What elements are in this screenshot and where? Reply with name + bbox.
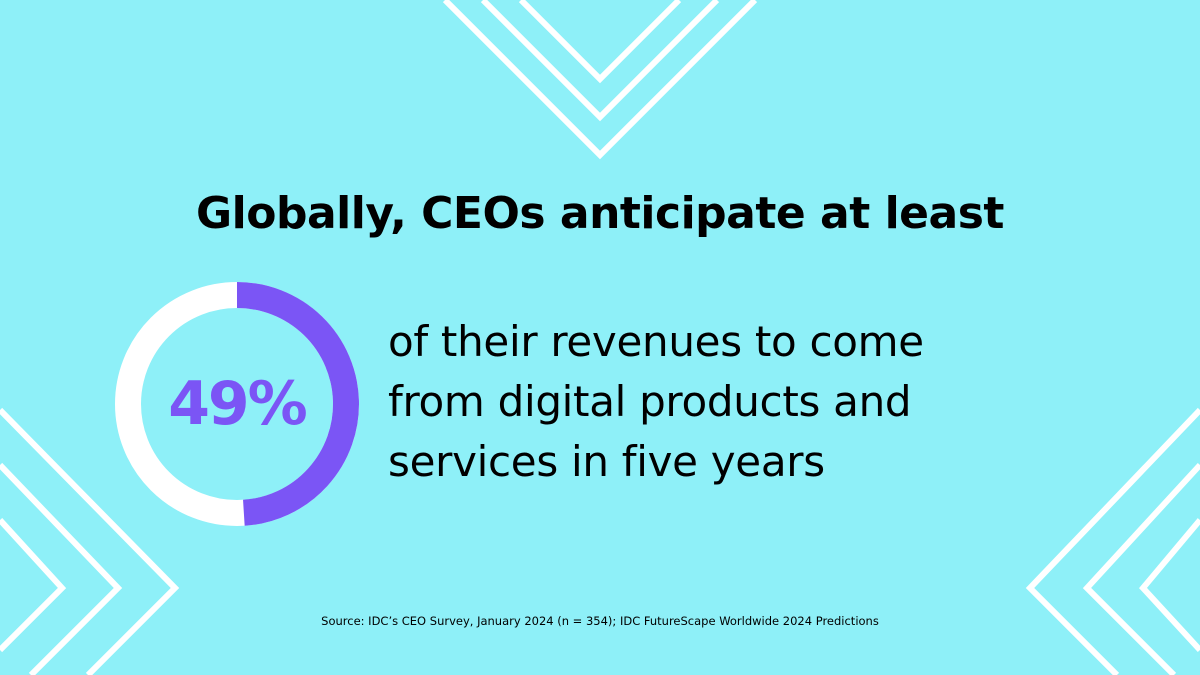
headline: Globally, CEOs anticipate at least (196, 188, 1004, 239)
body-line-2: from digital products and (388, 377, 912, 426)
body-text: of their revenues to come from digital p… (388, 312, 1088, 492)
source-note: Source: IDC’s CEO Survey, January 2024 (… (321, 614, 879, 628)
chevron-decoration-right (1025, 407, 1200, 675)
chevron-decoration-left (0, 407, 180, 675)
donut-slice-value (236, 282, 359, 526)
body-line-3: services in five years (388, 437, 825, 486)
donut-chart: 49% (115, 282, 359, 526)
donut-center-label: 49% (168, 369, 306, 439)
chevron-decoration-top (442, 0, 758, 160)
body-line-1: of their revenues to come (388, 317, 924, 366)
